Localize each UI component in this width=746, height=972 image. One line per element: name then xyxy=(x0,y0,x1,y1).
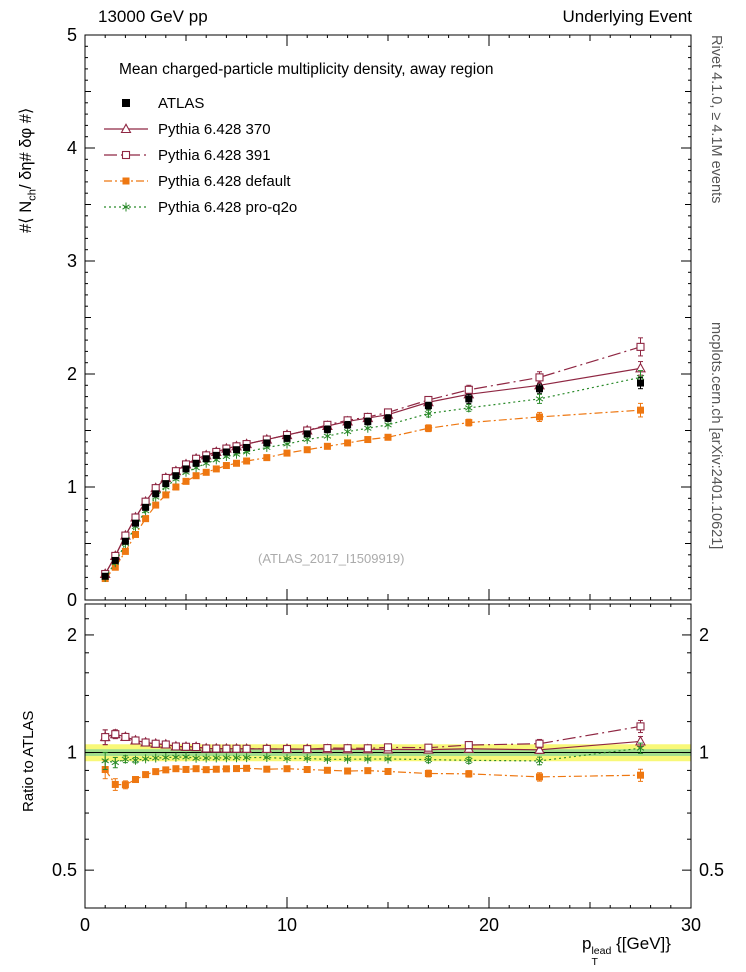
legend-item-pythia-6-428-370: Pythia 6.428 370 xyxy=(104,121,271,138)
legend-item-pythia-6-428-pro-q2o: Pythia 6.428 pro-q2o xyxy=(104,199,297,216)
xlabel-base: p xyxy=(582,934,592,953)
xlabel-supsub: lead T xyxy=(591,946,611,968)
svg-text:0.5: 0.5 xyxy=(52,860,77,880)
svg-text:30: 30 xyxy=(681,915,701,935)
svg-text:2: 2 xyxy=(699,625,709,645)
series-main-atlas xyxy=(101,376,644,580)
series-main-pythia-6-428-391 xyxy=(101,337,645,579)
xlabel-sub: T xyxy=(591,956,598,969)
analysis-watermark: (ATLAS_2017_I1509919) xyxy=(258,551,405,566)
svg-text:0.5: 0.5 xyxy=(699,860,724,880)
svg-text:4: 4 xyxy=(67,138,77,158)
svg-text:Pythia 6.428 370: Pythia 6.428 370 xyxy=(158,121,271,138)
svg-text:Pythia 6.428 default: Pythia 6.428 default xyxy=(158,173,291,190)
axis-tick-labels: 0 1 2 3 4 5 0 10 20 30 0.5 0.5 1 1 2 2 xyxy=(52,25,724,935)
plot-title: Mean charged-particle multiplicity densi… xyxy=(119,61,494,78)
x-axis-label: p lead T {[GeV]} xyxy=(582,934,671,968)
svg-text:2: 2 xyxy=(67,364,77,384)
svg-text:1: 1 xyxy=(67,477,77,497)
xlabel-sup: lead xyxy=(591,945,612,958)
series-ratio-pythia-6-428-391 xyxy=(101,719,645,754)
legend-item-pythia-6-428-default: Pythia 6.428 default xyxy=(104,173,291,190)
svg-text:1: 1 xyxy=(67,743,77,763)
main-y-axis-label: #⟨ Nch/ δη# δφ #⟩ xyxy=(16,108,38,233)
axis-ticks xyxy=(84,34,692,909)
ratio-panel-series xyxy=(99,719,646,791)
ratio-y-axis-label: Ratio to ATLAS xyxy=(20,710,37,812)
topic-label: Underlying Event xyxy=(562,7,692,26)
svg-text:Pythia 6.428 391: Pythia 6.428 391 xyxy=(158,147,271,164)
series-ratio-pythia-6-428-default xyxy=(101,760,644,791)
svg-text:5: 5 xyxy=(67,25,77,45)
beam-energy-label: 13000 GeV pp xyxy=(98,7,208,26)
mcplots-citation-label: mcplots.cern.ch [arXiv:2401.10621] xyxy=(708,322,724,550)
ylabel-post: / δη# δφ #⟩ xyxy=(17,107,35,190)
ylabel-pre: #⟨ N xyxy=(17,200,35,233)
ylabel-sub: ch xyxy=(26,189,39,201)
series-ratio-pythia-6-428-pro-q2o xyxy=(101,742,645,771)
main-panel-series xyxy=(99,337,646,583)
svg-text:2: 2 xyxy=(67,625,77,645)
svg-text:10: 10 xyxy=(277,915,297,935)
legend-item-pythia-6-428-391: Pythia 6.428 391 xyxy=(104,147,271,164)
svg-text:3: 3 xyxy=(67,251,77,271)
svg-text:20: 20 xyxy=(479,915,499,935)
legend: ATLAS Pythia 6.428 370 Pythia 6.428 391 Pyt… xyxy=(104,95,297,216)
rivet-version-label: Rivet 4.1.0, ≥ 4.1M events xyxy=(708,35,724,204)
svg-text:0: 0 xyxy=(67,590,77,610)
legend-item-atlas: ATLAS xyxy=(122,95,204,112)
svg-text:0: 0 xyxy=(80,915,90,935)
svg-text:1: 1 xyxy=(699,743,709,763)
svg-text:Pythia 6.428 pro-q2o: Pythia 6.428 pro-q2o xyxy=(158,199,297,216)
svg-text:ATLAS: ATLAS xyxy=(158,95,204,112)
xlabel-rest: {[GeV]} xyxy=(611,934,671,953)
